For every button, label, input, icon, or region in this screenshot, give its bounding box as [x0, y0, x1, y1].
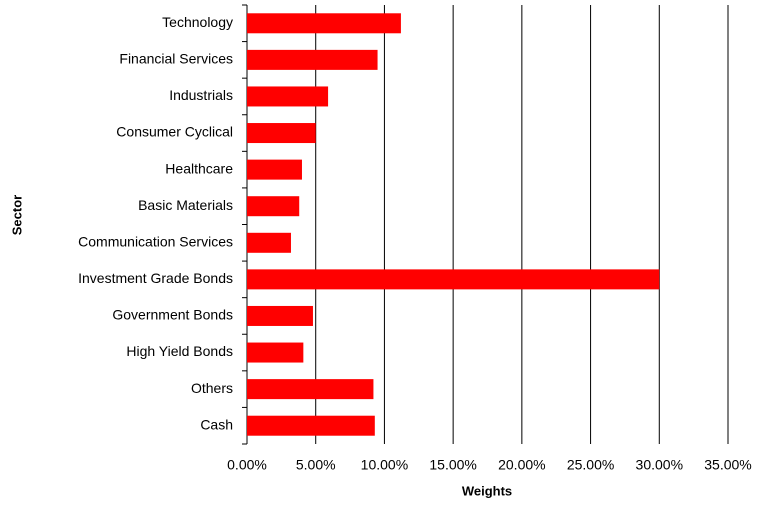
y-tick-label: Technology: [162, 14, 233, 30]
bar: [247, 342, 304, 363]
bar: [247, 159, 302, 180]
y-tick-label: Cash: [200, 416, 233, 432]
x-tick-label: 5.00%: [296, 457, 336, 473]
bar: [247, 269, 660, 290]
bar: [247, 196, 300, 217]
x-axis-label: Weights: [462, 483, 512, 498]
bar: [247, 415, 375, 436]
y-tick-label: Healthcare: [165, 160, 233, 176]
x-tick-label: 35.00%: [704, 457, 751, 473]
x-tick-label: 30.00%: [636, 457, 683, 473]
x-tick-label: 25.00%: [567, 457, 614, 473]
x-tick-label: 0.00%: [227, 457, 267, 473]
y-tick-label: Basic Materials: [138, 197, 233, 213]
x-tick-label: 10.00%: [361, 457, 408, 473]
y-tick-label: Government Bonds: [112, 307, 233, 323]
bar: [247, 379, 374, 400]
bar: [247, 232, 291, 253]
y-axis-label: Sector: [9, 195, 24, 235]
bar: [247, 49, 378, 70]
y-tick-label: Others: [191, 380, 233, 396]
x-tick-label: 15.00%: [429, 457, 476, 473]
y-tick-label: High Yield Bonds: [126, 343, 233, 359]
y-tick-label: Communication Services: [78, 233, 233, 249]
y-tick-label: Investment Grade Bonds: [78, 270, 233, 286]
bar: [247, 86, 329, 107]
bar: [247, 123, 316, 144]
x-tick-label: 20.00%: [498, 457, 545, 473]
y-tick-label: Industrials: [169, 87, 233, 103]
y-tick-label: Financial Services: [119, 51, 233, 67]
bar: [247, 13, 401, 34]
y-tick-label: Consumer Cyclical: [116, 124, 233, 140]
bar: [247, 305, 313, 326]
